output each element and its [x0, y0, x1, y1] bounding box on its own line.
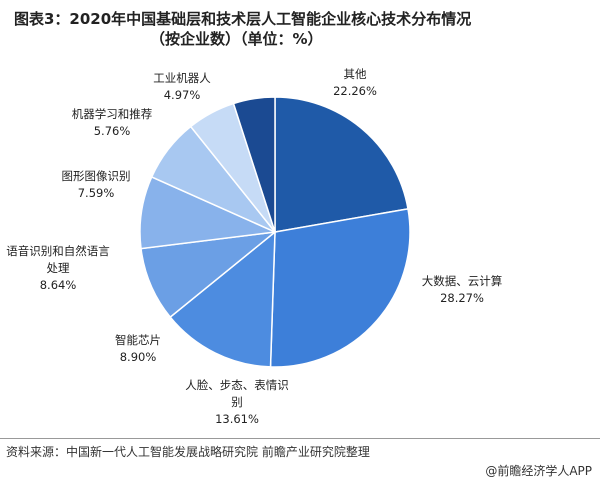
category-label: 其他 [343, 67, 367, 81]
value-label: 5.76% [93, 124, 131, 138]
category-label: 智能芯片 [115, 333, 161, 347]
slice-label: 工业机器人 4.97% [137, 70, 227, 104]
value-label: 28.27% [440, 291, 484, 305]
value-label: 13.61% [215, 412, 259, 426]
value-label: 8.90% [119, 350, 157, 364]
slice-label: 语音识别和自然语言处理 8.64% [3, 243, 113, 294]
pie-slice [269, 208, 411, 368]
value-label: 7.59% [77, 186, 115, 200]
pie-slice [274, 96, 409, 233]
divider [0, 438, 600, 439]
value-label: 4.97% [163, 88, 201, 102]
category-label: 图形图像识别 [61, 169, 131, 183]
pie-slice [232, 96, 276, 233]
source: 资料来源：中国新一代人工智能发展战略研究院 前瞻产业研究院整理 [6, 445, 370, 459]
category-label: 人脸、步态、表情识别 [185, 378, 289, 409]
slice-label: 智能芯片 8.90% [98, 332, 178, 366]
brand: @前瞻经济学人APP [485, 464, 592, 478]
chart-title: 图表3：2020年中国基础层和技术层人工智能企业核心技术分布情况 [14, 10, 472, 28]
category-label: 机器学习和推荐 [71, 107, 153, 121]
slice-label: 图形图像识别 7.59% [51, 168, 141, 202]
category-label: 工业机器人 [153, 71, 211, 85]
slice-label: 其他 22.26% [315, 66, 395, 100]
value-label: 22.26% [333, 84, 377, 98]
slice-label: 大数据、云计算 28.27% [407, 273, 517, 307]
chart-subtitle: （按企业数）（单位：%） [150, 30, 323, 48]
pie-slice [169, 230, 276, 368]
value-label: 8.64% [39, 278, 77, 292]
slice-label: 人脸、步态、表情识别 13.61% [182, 377, 292, 428]
category-label: 语音识别和自然语言处理 [6, 244, 110, 275]
category-label: 大数据、云计算 [421, 274, 503, 288]
slice-label: 机器学习和推荐 5.76% [67, 106, 157, 140]
